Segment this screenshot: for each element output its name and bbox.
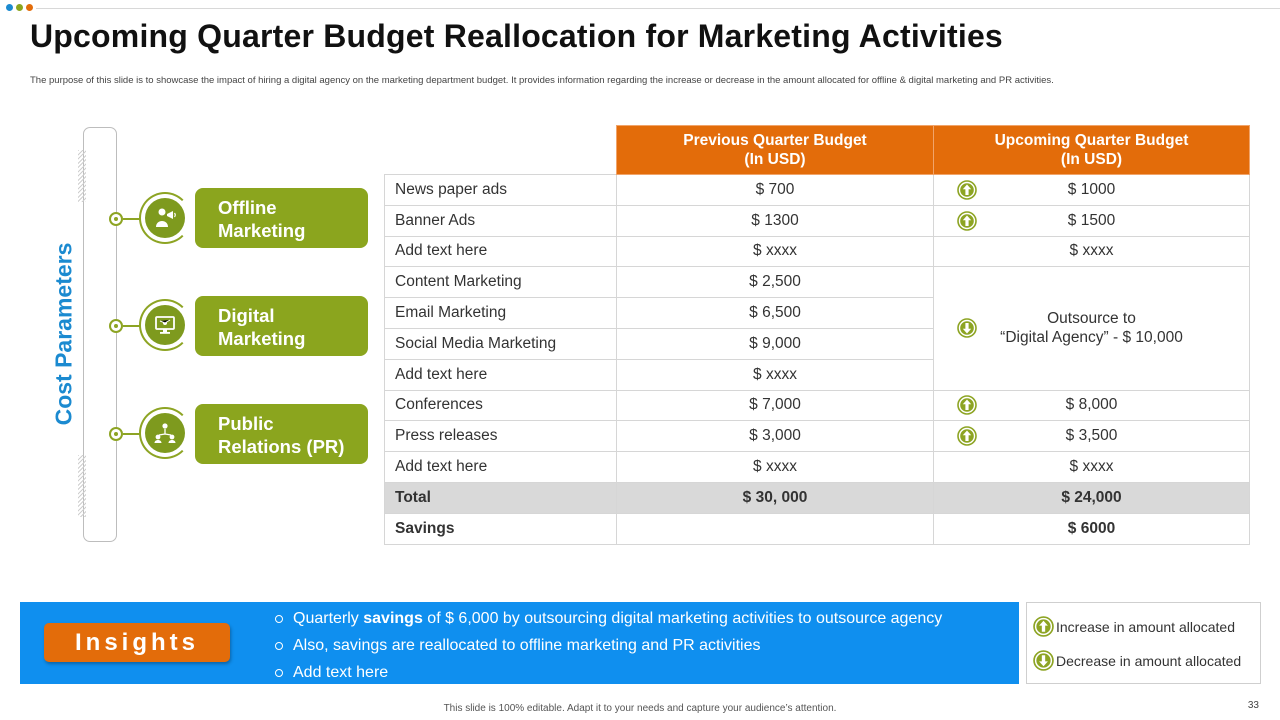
- legend-decrease: Decrease in amount allocated: [1033, 650, 1241, 671]
- insight-item: Also, savings are reallocated to offline…: [275, 632, 942, 659]
- budget-table: Previous Quarter Budget (In USD) Upcomin…: [384, 125, 1250, 545]
- up-cell: $ xxxx: [933, 451, 1250, 483]
- bullet-icon: [275, 641, 283, 650]
- insight-item: Quarterly savings of $ 6,000 by outsourc…: [275, 605, 942, 632]
- up-cell: $ 1500: [933, 204, 1250, 237]
- prev-cell: $ xxxx: [616, 235, 934, 268]
- window-dots: [6, 4, 33, 11]
- connector-node: [109, 319, 123, 333]
- prev-cell: $ 9,000: [616, 327, 934, 360]
- increase-arrow-icon: [957, 426, 977, 446]
- connector-node: [109, 212, 123, 226]
- up-cell: $ 1000: [933, 174, 1250, 206]
- legend-increase: Increase in amount allocated: [1033, 616, 1235, 637]
- increase-arrow-icon: [957, 211, 977, 231]
- param-cell: Conferences: [384, 389, 617, 422]
- page-subtitle: The purpose of this slide is to showcase…: [30, 75, 1054, 86]
- people-network-icon: [145, 413, 185, 453]
- prev-cell: $ 7,000: [616, 389, 934, 422]
- legend-box: Increase in amount allocated Decrease in…: [1026, 602, 1261, 684]
- increase-arrow-icon: [957, 395, 977, 415]
- param-cell: Add text here: [384, 235, 617, 268]
- param-cell: Social Media Marketing: [384, 327, 617, 360]
- table-row: Add text here $ xxxx $ xxxx: [384, 235, 1250, 268]
- page-title: Upcoming Quarter Budget Reallocation for…: [30, 18, 1003, 54]
- prev-cell: $ 3,000: [616, 420, 934, 453]
- savings-empty: [616, 512, 934, 545]
- savings-label: Savings: [384, 512, 617, 545]
- total-upcoming: $ 24,000: [933, 481, 1250, 514]
- table-row: Add text here $ xxxx $ xxxx: [384, 451, 1250, 483]
- table-row: News paper ads $ 700 $ 1000: [384, 174, 1250, 206]
- total-row: Total $ 30, 000 $ 24,000: [384, 481, 1250, 514]
- connector-line: [123, 325, 141, 327]
- icon-ring: [139, 407, 191, 459]
- header-previous-budget: Previous Quarter Budget (In USD): [616, 125, 934, 175]
- increase-arrow-icon: [1033, 616, 1054, 637]
- table-header-row: Previous Quarter Budget (In USD) Upcomin…: [384, 125, 1250, 175]
- footer-note: This slide is 100% editable. Adapt it to…: [443, 703, 837, 714]
- increase-arrow-icon: [957, 180, 977, 200]
- param-cell: Press releases: [384, 420, 617, 453]
- green-dot: [16, 4, 23, 11]
- param-cell: Content Marketing: [384, 266, 617, 299]
- table-row: Banner Ads $ 1300 $ 1500: [384, 204, 1250, 237]
- prev-cell: $ 6,500: [616, 297, 934, 329]
- prev-cell: $ xxxx: [616, 358, 934, 391]
- monitor-network-icon: [145, 305, 185, 345]
- up-cell: $ 3,500: [933, 420, 1250, 453]
- table-row: Press releases $ 3,000 $ 3,500: [384, 420, 1250, 453]
- param-cell: Add text here: [384, 451, 617, 483]
- connector-line: [123, 433, 141, 435]
- cost-parameters-bar: [83, 127, 117, 542]
- icon-ring: [139, 299, 191, 351]
- prev-cell: $ 2,500: [616, 266, 934, 299]
- icon-ring: [139, 192, 191, 244]
- header-blank: [384, 125, 617, 175]
- decrease-arrow-icon: [1033, 650, 1054, 671]
- prev-cell: $ xxxx: [616, 451, 934, 483]
- param-cell: Add text here: [384, 358, 617, 391]
- total-label: Total: [384, 481, 617, 514]
- up-cell: $ 8,000: [933, 389, 1250, 422]
- insights-list: Quarterly savings of $ 6,000 by outsourc…: [275, 605, 942, 686]
- param-cell: News paper ads: [384, 174, 617, 206]
- decrease-arrow-icon: [957, 318, 977, 338]
- page-number: 33: [1247, 700, 1259, 711]
- table-row: Social Media Marketing $ 9,000: [384, 327, 1250, 360]
- total-previous: $ 30, 000: [616, 481, 934, 514]
- prev-cell: $ 700: [616, 174, 934, 206]
- outsource-cell: Outsource to “Digital Agency” - $ 10,000: [933, 266, 1250, 391]
- table-row: Content Marketing $ 2,500 Outsource to “…: [384, 266, 1250, 391]
- param-cell: Banner Ads: [384, 204, 617, 237]
- savings-row: Savings $ 6000: [384, 512, 1250, 545]
- bullet-icon: [275, 614, 283, 623]
- up-cell: $ xxxx: [933, 235, 1250, 268]
- category-offline-marketing[interactable]: Offline Marketing: [195, 188, 368, 248]
- megaphone-person-icon: [145, 198, 185, 238]
- bullet-icon: [275, 668, 283, 677]
- table-row: Conferences $ 7,000 $ 8,000: [384, 389, 1250, 422]
- insights-button[interactable]: Insights: [44, 623, 230, 662]
- insight-item: Add text here: [275, 659, 942, 686]
- blue-dot: [6, 4, 13, 11]
- connector-line: [123, 218, 141, 220]
- category-public-relations[interactable]: Public Relations (PR): [195, 404, 368, 464]
- category-digital-marketing[interactable]: Digital Marketing: [195, 296, 368, 356]
- prev-cell: $ 1300: [616, 204, 934, 237]
- header-upcoming-budget: Upcoming Quarter Budget (In USD): [933, 125, 1250, 175]
- hatch-top: [78, 150, 86, 202]
- hatch-bottom: [78, 455, 86, 517]
- connector-node: [109, 427, 123, 441]
- orange-dot: [26, 4, 33, 11]
- savings-value: $ 6000: [933, 512, 1250, 545]
- top-divider: [36, 8, 1280, 9]
- param-cell: Email Marketing: [384, 297, 617, 329]
